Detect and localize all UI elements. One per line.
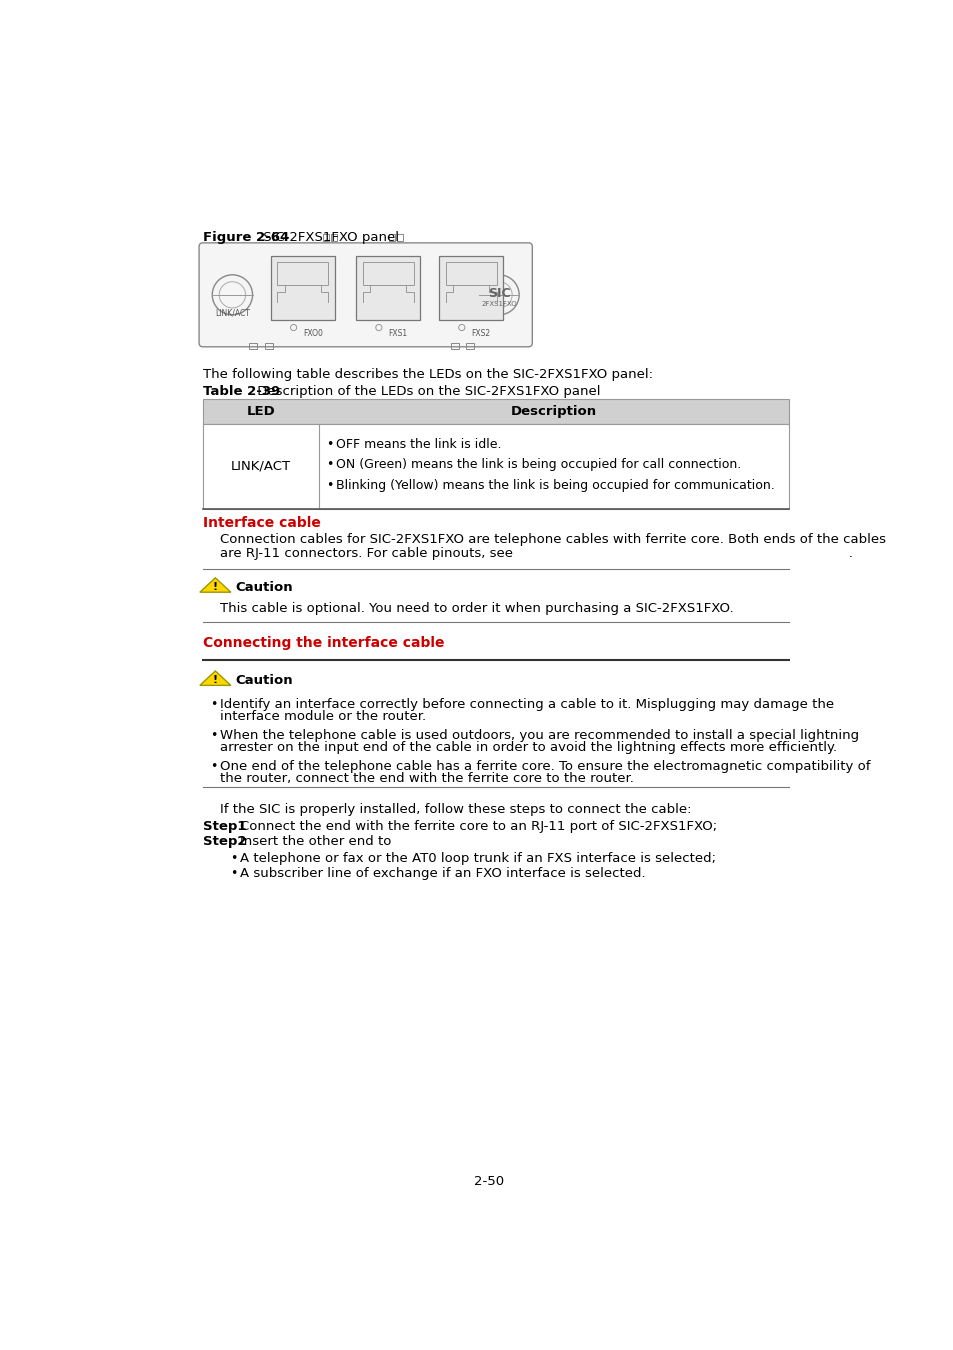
Text: Table 2-39: Table 2-39 [203,385,280,398]
Text: LINK/ACT: LINK/ACT [231,459,291,472]
Text: LED: LED [247,405,275,418]
Bar [323,235,329,240]
Text: •: • [230,852,237,865]
Text: Description: Description [511,405,597,418]
Text: the router, connect the end with the ferrite core to the router.: the router, connect the end with the fer… [220,772,633,784]
Text: If the SIC is properly installed, follow these steps to connect the cable:: If the SIC is properly installed, follow… [220,803,691,815]
Text: Figure 2-64: Figure 2-64 [203,231,289,244]
Text: Identify an interface correctly before connecting a cable to it. Misplugging may: Identify an interface correctly before c… [220,698,833,711]
Text: ON (Green) means the link is being occupied for call connection.: ON (Green) means the link is being occup… [335,459,740,471]
Text: •: • [210,760,217,772]
Text: OFF means the link is idle.: OFF means the link is idle. [335,437,501,451]
Bar [439,256,502,320]
Text: FXS1: FXS1 [388,329,407,338]
Bar [356,256,419,320]
Text: •: • [230,867,237,880]
Text: •: • [326,479,334,493]
Text: Connect the end with the ferrite core to an RJ-11 port of SIC-2FXS1FXO;: Connect the end with the ferrite core to… [240,819,717,833]
Text: Connection cables for SIC-2FXS1FXO are telephone cables with ferrite core. Both : Connection cables for SIC-2FXS1FXO are t… [220,533,885,547]
Text: LINK/ACT: LINK/ACT [214,309,250,317]
Text: SIC-2FXS1FXO panel: SIC-2FXS1FXO panel [258,231,398,244]
Bar [466,343,474,350]
Bar [265,343,273,350]
Text: The following table describes the LEDs on the SIC-2FXS1FXO panel:: The following table describes the LEDs o… [203,367,652,381]
Bar [277,262,328,285]
Polygon shape [199,578,231,593]
Text: 2-50: 2-50 [474,1174,503,1188]
Text: arrester on the input end of the cable in order to avoid the lightning effects m: arrester on the input end of the cable i… [220,741,836,755]
Text: are RJ-11 connectors. For cable pinouts, see                                    : are RJ-11 connectors. For cable pinouts,… [220,547,852,560]
Text: Interface cable: Interface cable [203,516,320,531]
Text: FXS2: FXS2 [471,329,490,338]
FancyBboxPatch shape [199,243,532,347]
Text: Caution: Caution [235,580,293,594]
Text: !: ! [213,675,217,686]
Text: •: • [326,459,334,471]
Bar [389,235,395,240]
Text: When the telephone cable is used outdoors, you are recommended to install a spec: When the telephone cable is used outdoor… [220,729,859,741]
Bar [451,343,458,350]
Bar [445,262,497,285]
Polygon shape [199,671,231,686]
Text: Caution: Caution [235,674,293,687]
Text: Insert the other end to: Insert the other end to [240,836,391,848]
Text: Step2: Step2 [203,836,246,848]
Bar [331,235,336,240]
Text: Blinking (Yellow) means the link is being occupied for communication.: Blinking (Yellow) means the link is bein… [335,479,774,493]
Text: interface module or the router.: interface module or the router. [220,710,426,724]
Bar [203,400,788,424]
Text: FXO0: FXO0 [303,329,322,338]
Text: •: • [326,437,334,451]
Text: This cable is optional. You need to order it when purchasing a SIC-2FXS1FXO.: This cable is optional. You need to orde… [220,602,733,616]
Text: •: • [210,729,217,741]
Text: 2FXS1FXO: 2FXS1FXO [480,301,517,306]
Bar [362,262,414,285]
Bar [396,235,402,240]
Bar [249,343,257,350]
Text: •: • [210,698,217,711]
Bar [203,424,788,509]
Text: !: ! [213,582,217,593]
Text: A subscriber line of exchange if an FXO interface is selected.: A subscriber line of exchange if an FXO … [240,867,645,880]
Bar [271,256,335,320]
Text: Step1: Step1 [203,819,246,833]
Text: Description of the LEDs on the SIC-2FXS1FXO panel: Description of the LEDs on the SIC-2FXS1… [253,385,599,398]
Text: A telephone or fax or the AT0 loop trunk if an FXS interface is selected;: A telephone or fax or the AT0 loop trunk… [240,852,716,865]
Text: One end of the telephone cable has a ferrite core. To ensure the electromagnetic: One end of the telephone cable has a fer… [220,760,869,772]
Text: SIC: SIC [487,288,510,300]
Text: Connecting the interface cable: Connecting the interface cable [203,636,444,649]
